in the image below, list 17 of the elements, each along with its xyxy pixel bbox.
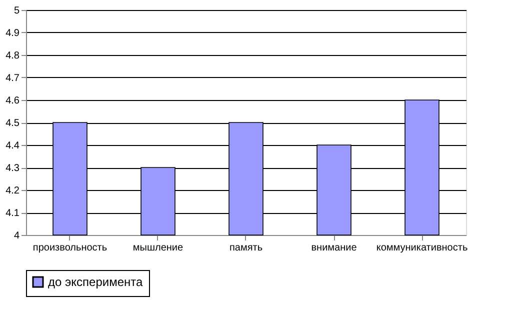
y-tick-label: 4.6 [6,96,20,106]
y-tick-label: 4.1 [6,208,20,219]
y-tick-label: 4.8 [6,50,20,62]
x-tick-label: коммуникативность [376,242,468,254]
x-tick-label: память [229,242,263,254]
y-tick-label: 4.2 [6,186,20,196]
y-tick-label: 4.3 [6,163,20,174]
y-tick-label: 4.9 [6,28,20,39]
y-tick-label: 4.7 [6,73,20,84]
y-tick-label: 4.4 [6,140,20,152]
x-tick-label: мышление [132,242,184,254]
y-tick-label: 5 [14,6,20,16]
x-tick-label: внимание [311,242,358,254]
x-tick-label: произвольность [32,242,108,254]
y-tick-label: 4 [14,230,20,242]
y-tick-label: 4.5 [6,118,20,129]
legend-label: до эксперимента [48,275,143,289]
